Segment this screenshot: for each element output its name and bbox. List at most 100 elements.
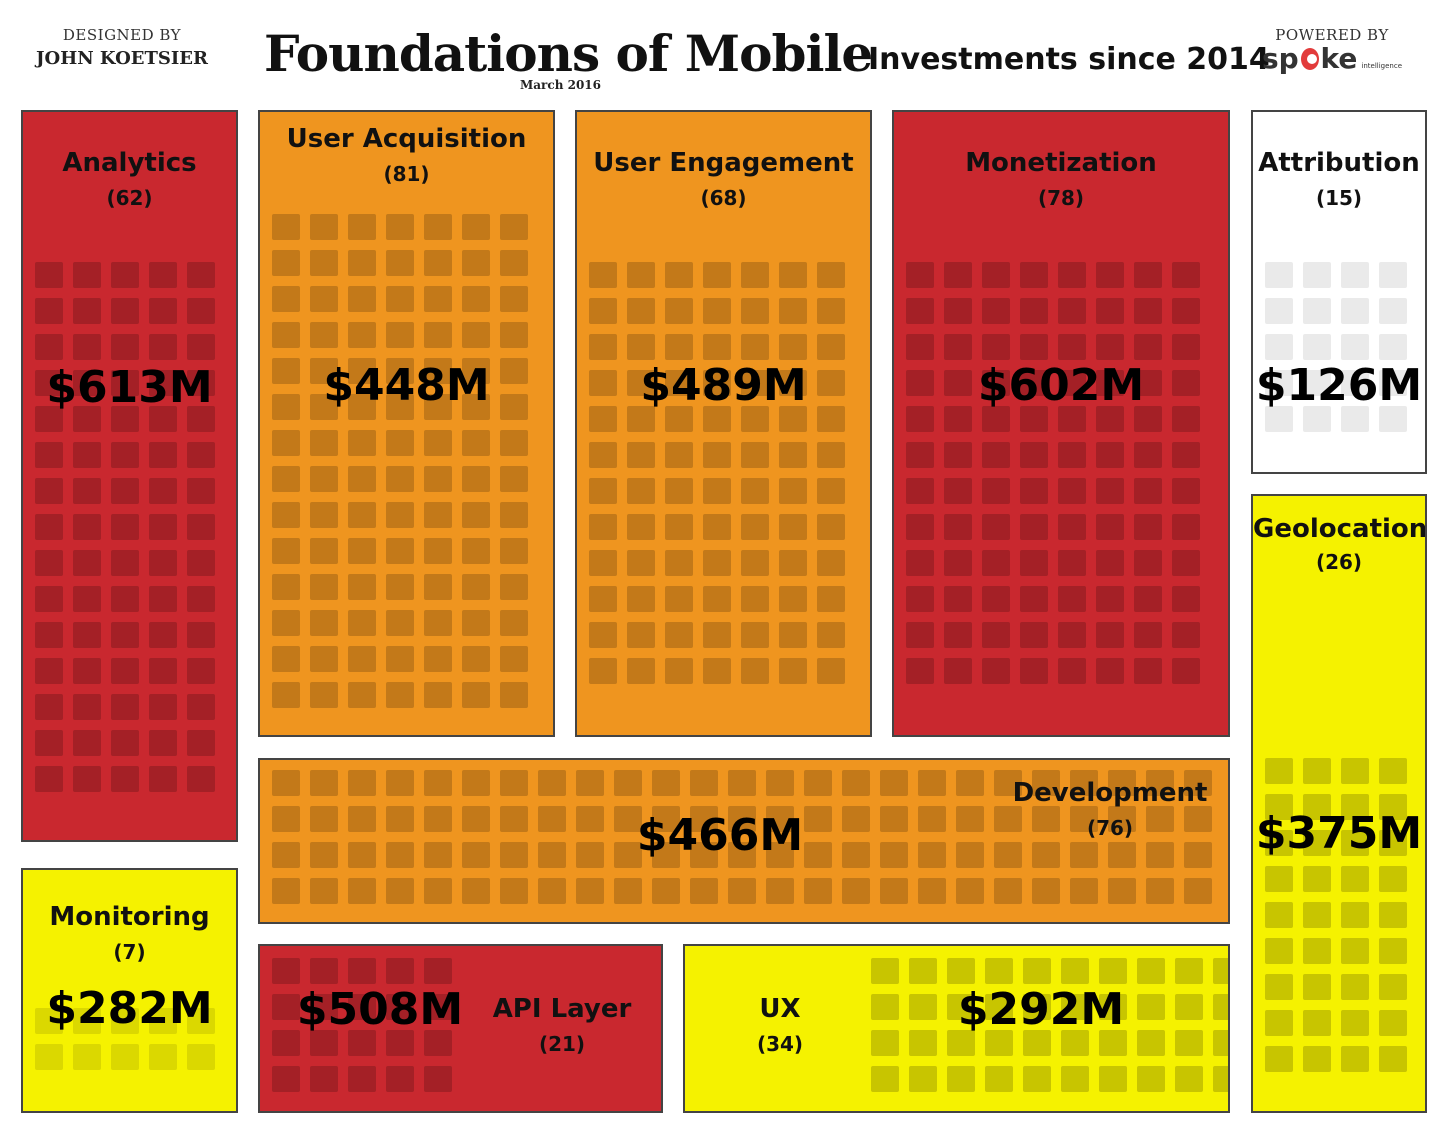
company-logo-icon <box>1058 298 1086 324</box>
company-logo-icon <box>424 842 452 868</box>
company-logo-icon <box>779 622 807 648</box>
company-logo-icon <box>1134 370 1162 396</box>
company-logo-icon <box>462 430 490 456</box>
company-logo-icon <box>665 298 693 324</box>
company-logo-icon <box>500 286 528 312</box>
company-logo-icon <box>424 994 452 1020</box>
company-logo-icon <box>1032 806 1060 832</box>
company-logo-icon <box>187 370 215 396</box>
company-logo-icon <box>918 806 946 832</box>
company-logo-icon <box>1058 586 1086 612</box>
company-logo-icon <box>310 502 338 528</box>
company-logo-icon <box>817 406 845 432</box>
powered-by-label: POWERED BY <box>1275 26 1389 44</box>
company-logo-icon <box>73 730 101 756</box>
company-logo-icon <box>35 1044 63 1070</box>
company-logo-icon <box>386 1066 414 1092</box>
company-logo-icon <box>1172 658 1200 684</box>
company-logo-icon <box>187 622 215 648</box>
company-logo-icon <box>386 250 414 276</box>
company-logo-icon <box>500 682 528 708</box>
company-logo-icon <box>310 322 338 348</box>
company-logo-icon <box>627 262 655 288</box>
company-logo-icon <box>424 394 452 420</box>
company-logo-icon <box>348 770 376 796</box>
company-logo-icon <box>310 842 338 868</box>
company-logo-icon <box>1134 334 1162 360</box>
company-logo-icon <box>741 622 769 648</box>
company-logo-icon <box>1172 298 1200 324</box>
company-logo-icon <box>1379 974 1407 1000</box>
company-logo-icon <box>272 214 300 240</box>
company-logo-icon <box>1303 1046 1331 1072</box>
company-logo-icon <box>906 586 934 612</box>
company-logo-icon <box>424 214 452 240</box>
company-logo-icon <box>73 334 101 360</box>
company-logo-icon <box>1341 938 1369 964</box>
company-logo-icon <box>944 622 972 648</box>
company-logo-icon <box>982 658 1010 684</box>
company-logo-icon <box>1096 550 1124 576</box>
company-logo-icon <box>348 682 376 708</box>
company-logo-icon <box>842 806 870 832</box>
company-logo-icon <box>947 1066 975 1092</box>
company-logo-icon <box>1341 298 1369 324</box>
company-logo-icon <box>1172 514 1200 540</box>
company-logo-icon <box>1096 262 1124 288</box>
company-logo-icon <box>817 658 845 684</box>
company-logo-icon <box>982 442 1010 468</box>
company-logo-icon <box>538 842 566 868</box>
company-logo-icon <box>906 334 934 360</box>
company-logo-icon <box>272 994 300 1020</box>
company-logo-icon <box>1379 334 1407 360</box>
category-name: UX <box>759 994 801 1024</box>
company-logo-icon <box>424 322 452 348</box>
company-logo-icon <box>272 1030 300 1056</box>
company-logo-icon <box>947 1030 975 1056</box>
company-logo-grid <box>1265 262 1407 432</box>
company-logo-icon <box>906 478 934 504</box>
company-logo-icon <box>1020 478 1048 504</box>
company-logo-icon <box>424 1030 452 1056</box>
company-logo-icon <box>589 586 617 612</box>
company-logo-icon <box>947 958 975 984</box>
company-logo-icon <box>35 406 63 432</box>
company-logo-icon <box>665 334 693 360</box>
company-logo-icon <box>187 406 215 432</box>
company-logo-icon <box>665 370 693 396</box>
company-logo-icon <box>1020 550 1048 576</box>
company-logo-icon <box>424 538 452 564</box>
company-logo-icon <box>187 1044 215 1070</box>
company-logo-icon <box>817 370 845 396</box>
company-logo-icon <box>982 406 1010 432</box>
company-logo-icon <box>817 298 845 324</box>
company-logo-icon <box>627 478 655 504</box>
company-logo-icon <box>462 842 490 868</box>
company-logo-icon <box>1265 334 1293 360</box>
category-name: User Acquisition <box>286 124 527 154</box>
company-logo-icon <box>1146 842 1174 868</box>
company-logo-icon <box>424 286 452 312</box>
company-logo-icon <box>741 586 769 612</box>
company-logo-icon <box>1213 1030 1228 1056</box>
company-logo-icon <box>906 298 934 324</box>
company-logo-icon <box>1134 622 1162 648</box>
company-logo-icon <box>906 370 934 396</box>
company-logo-icon <box>35 478 63 504</box>
category-count: (81) <box>383 162 430 186</box>
company-logo-icon <box>386 610 414 636</box>
company-logo-icon <box>906 514 934 540</box>
company-logo-icon <box>1137 1066 1165 1092</box>
company-logo-icon <box>310 358 338 384</box>
company-logo-icon <box>665 622 693 648</box>
company-logo-icon <box>1070 770 1098 796</box>
company-logo-icon <box>35 1008 63 1034</box>
company-logo-icon <box>538 878 566 904</box>
company-logo-icon <box>1341 406 1369 432</box>
company-logo-icon <box>880 806 908 832</box>
company-logo-icon <box>589 442 617 468</box>
company-logo-icon <box>1172 478 1200 504</box>
company-logo-icon <box>1303 406 1331 432</box>
company-logo-icon <box>1020 262 1048 288</box>
company-logo-icon <box>1020 298 1048 324</box>
